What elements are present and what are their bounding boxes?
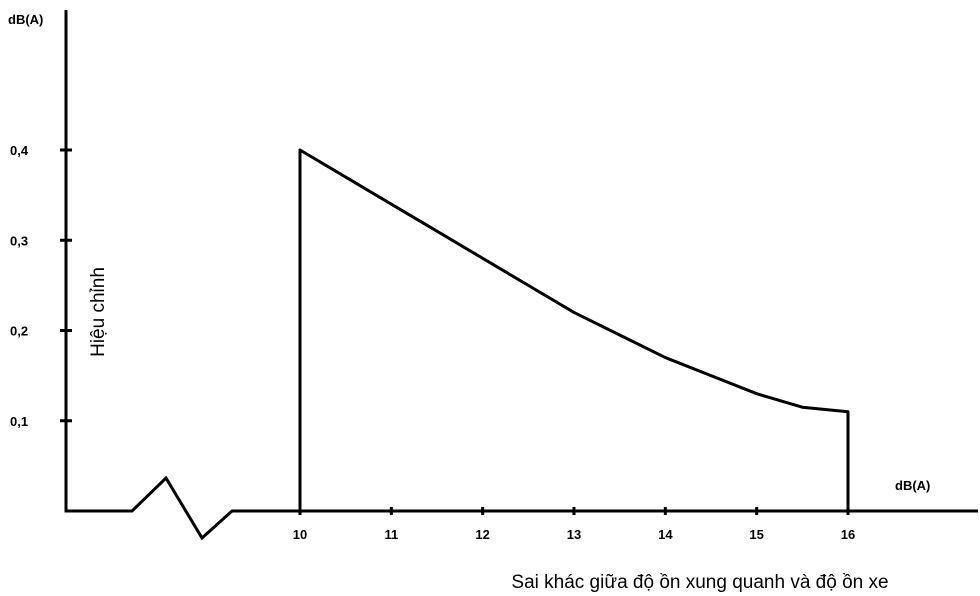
x-tick-label: 10 [293,527,307,542]
series-line [298,148,850,511]
y-ticks: 0,1 0,2 0,3 0,4 [10,143,72,429]
y-tick-label: 0,3 [10,233,28,248]
series-group [298,148,850,511]
x-tick-label: 11 [384,527,398,542]
axes [64,10,978,541]
y-tick-label: 0,1 [10,414,28,429]
x-tick-label: 14 [658,527,673,542]
x-tick-label: 13 [567,527,581,542]
x-tick-label: 12 [475,527,489,542]
x-unit-label: dB(A) [895,478,930,493]
y-unit-label: dB(A) [8,12,43,27]
y-axis-title: Hiệu chỉnh [88,267,109,357]
x-ticks: 10 11 12 13 14 15 16 [293,507,855,542]
y-tick-label: 0,4 [10,143,29,158]
x-axis-title: Sai khác giữa độ ồn xung quanh và độ ồn … [511,572,888,593]
x-tick-label: 15 [749,527,763,542]
x-tick-label: 16 [841,527,855,542]
y-tick-label: 0,2 [10,324,28,339]
axis-lines [64,10,978,541]
